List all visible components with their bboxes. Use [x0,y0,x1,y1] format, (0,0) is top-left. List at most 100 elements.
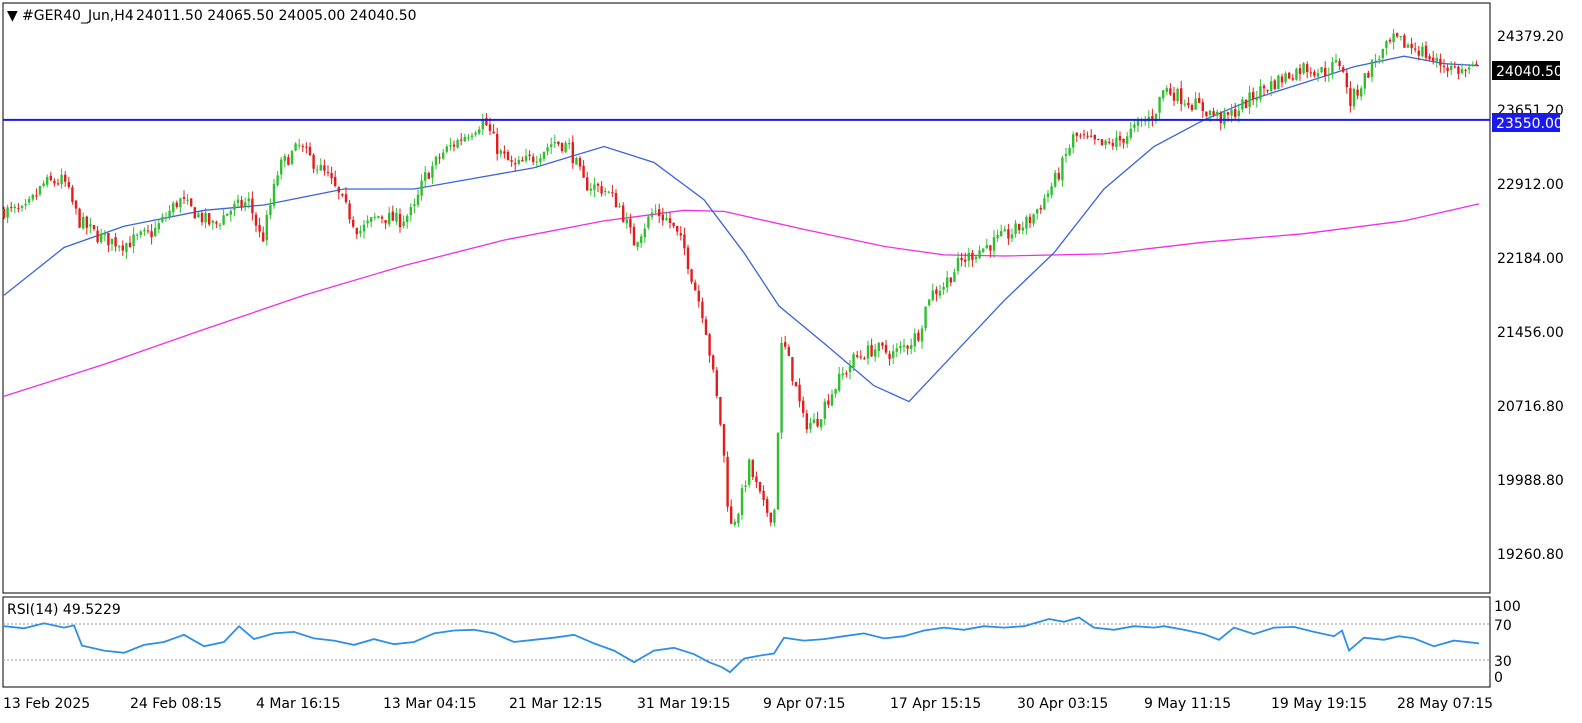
candle-bull [456,139,459,148]
candle-bear [1288,72,1291,79]
candle-bull [542,151,546,159]
candle-bear [1198,97,1201,104]
rsi-level-label: 30 [1494,654,1512,670]
price-axis: 24379.20 23651.20 22912.00 22184.00 2145… [1497,29,1564,563]
candle-bull [823,401,826,419]
candle-bear [1324,67,1327,77]
candle-bear [2,208,6,218]
candle-bull [420,180,423,196]
candle-bull [920,328,924,342]
candle-bear [791,357,794,381]
candle-bear [1205,111,1208,117]
candle-bear [1313,71,1316,76]
candle-bear [1403,35,1406,48]
candle-bull [1421,46,1424,57]
candle-bull [1378,59,1381,61]
candle-bull [953,272,956,282]
candle-bull [564,142,567,152]
candle-bull [636,242,639,247]
candle-bear [859,356,862,358]
candle-bull [38,186,42,195]
candle-bear [1219,112,1222,124]
candle-bull [100,233,103,243]
candle-bull [931,290,934,301]
candle-bull [1334,60,1338,63]
candle-bear [1252,91,1255,100]
candle-bear [1018,223,1021,231]
candle-bull [211,220,214,223]
candle-bull [946,277,949,288]
candle-bear [1039,208,1042,210]
candle-bear [1453,66,1456,68]
candle-bull [499,150,502,154]
candle-bear [784,342,787,347]
candle-bear [1090,135,1093,137]
candle-bear [334,176,337,187]
candle-bear [1414,48,1417,50]
candle-bear [856,355,859,357]
ma-slow-polyline [3,203,1480,397]
candle-bull [1385,41,1388,48]
candle-bull [154,228,157,236]
candle-bear [1475,63,1478,65]
candle-bear [704,319,708,335]
candle-bull [967,252,970,261]
candle-bull [744,485,747,487]
candle-bull [733,521,736,525]
candle-bear [1180,88,1183,104]
candle-bear [150,231,153,238]
candle-bear [1111,143,1114,147]
candle-bear [1298,68,1302,75]
rsi-polyline [3,616,1480,674]
candle-bear [341,193,344,196]
candle-bull [895,348,898,352]
candle-bull [1003,229,1006,232]
candle-bear [528,154,531,156]
candle-bull [226,213,229,216]
candle-bull [852,354,855,368]
candle-bull [139,231,142,236]
candle-bear [17,208,20,210]
candle-bull [395,212,398,222]
candle-bull [956,258,960,271]
candle-bear [258,224,261,232]
price-tick: 19988.80 [1497,473,1564,489]
candle-bull [1000,231,1003,236]
candle-bull [1363,73,1366,89]
candle-bear [352,219,355,227]
candle-bull [298,144,301,146]
time-tick: 31 Mar 19:15 [637,696,730,712]
candle-bull [1144,120,1147,122]
candle-bull [136,234,139,236]
candle-bull [1133,124,1136,128]
candle-bull [1223,112,1226,125]
candle-bear [323,165,326,171]
candle-bull [424,172,427,181]
candle-bear [730,506,733,524]
candle-bear [262,232,265,242]
candle-bear [816,419,819,427]
candle-bear [827,400,830,405]
candle-bull [1392,33,1395,43]
candle-bear [686,247,690,270]
candle-bear [1086,135,1089,137]
candle-bear [1396,33,1399,37]
candle-bull [924,306,927,329]
candle-bear [488,124,492,131]
candle-bear [53,180,56,184]
candle-bear [330,173,333,179]
candle-bull [866,345,870,359]
candle-bear [10,207,13,209]
time-tick: 21 Mar 12:15 [509,696,602,712]
time-tick: 24 Feb 08:15 [130,696,222,712]
candle-bull [431,166,434,178]
candle-bear [175,202,178,207]
ma-fast-line [3,55,1480,403]
rsi-panel-frame [2,596,1491,688]
candle-bull [550,144,553,147]
collapse-arrow-icon[interactable]: ▼ [7,8,18,24]
candle-bear [582,165,585,178]
candle-bull [265,214,268,241]
candle-bull [82,216,85,229]
